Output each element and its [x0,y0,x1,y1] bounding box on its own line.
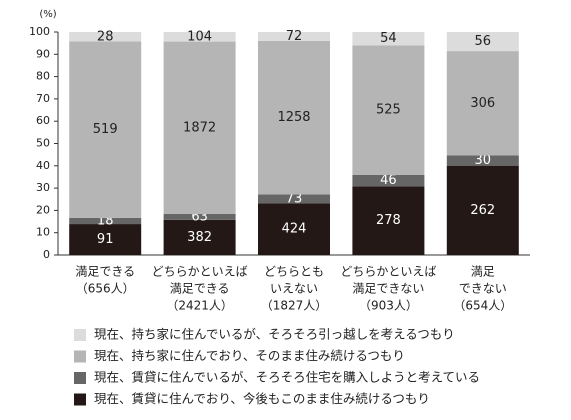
data-label: 1258 [277,110,310,125]
legend-swatch [74,372,86,384]
x-tick-label: （1827人） [261,299,328,313]
data-label: 28 [97,29,114,44]
data-label: 262 [470,203,495,218]
bar-segment [352,45,425,175]
legend-label: 現在、賃貸に住んでいるが、そろそろ住宅を購入しようと考えている [94,370,480,385]
bar-segment [258,40,330,195]
x-tick-label: いえない [270,282,318,296]
x-tick-label: （903人） [359,299,418,313]
x-tick-label: （654人） [453,299,512,313]
y-tick-label: 10 [36,226,50,239]
legend-label: 現在、賃貸に住んでおり、今後もこのまま住み続けるつもり [94,391,430,406]
bar-segment [446,51,519,156]
x-tick-label: どちらとも [264,265,324,279]
x-tick-label: 満足できない [352,282,424,296]
y-tick-label: 90 [36,47,50,60]
bar-segment [163,219,236,255]
data-label: 104 [187,29,212,44]
data-label: 525 [376,103,401,118]
data-label: 306 [470,96,495,111]
y-tick-label: 40 [36,159,50,172]
data-label: 519 [93,122,118,137]
legend-swatch [74,393,86,406]
bar-segment [258,32,330,41]
x-tick-label: 満足できる [170,282,230,296]
data-label: 54 [380,31,397,46]
bar-segment [258,194,330,204]
bar-segment [163,214,236,220]
legend-swatch [74,329,86,341]
data-label: 382 [187,230,212,245]
legend-label: 現在、持ち家に住んでいるが、そろそろ引っ越しを考えるつもり [94,327,455,342]
x-tick-label: どちらかといえば [152,265,248,279]
y-tick-label: 100 [29,25,50,38]
data-label: 424 [282,222,307,237]
x-tick-label: 満足 [471,265,495,279]
data-label: 91 [97,232,114,247]
data-label: 73 [286,191,303,206]
x-tick-label: （656人） [76,282,135,296]
data-label: 1872 [183,120,216,135]
x-tick-label: （2421人） [166,299,233,313]
x-tick-label: どちらかといえば [340,265,436,279]
data-label: 278 [376,213,401,228]
bar-segment [446,32,519,52]
y-tick-label: 70 [36,92,50,105]
data-label: 56 [475,34,492,49]
y-tick-label: 60 [36,114,50,127]
data-label: 30 [475,153,492,168]
bar-segment [446,155,519,166]
legend-swatch [74,350,86,363]
data-label: 46 [380,173,397,188]
x-tick-label: できない [459,282,507,296]
y-tick-label: 20 [36,203,50,216]
y-tick-label: 30 [36,181,50,194]
y-unit-label: (%) [39,9,56,20]
x-tick-label: 満足できる [75,265,135,279]
bar-segment [163,32,236,42]
bar-segment [69,217,142,225]
bar-segment [352,186,425,255]
bar-segment [69,41,142,218]
bar-segment [446,165,519,255]
y-tick-label: 50 [36,137,50,150]
legend-label: 現在、持ち家に住んでおり、そのまま住み続けるつもり [94,348,405,363]
bar-segment [352,174,425,187]
data-label: 72 [286,29,303,44]
bar-segment [352,32,425,46]
bar-segment [163,41,236,215]
bar-segment [69,224,142,255]
bar-segment [258,203,330,255]
y-tick-label: 80 [36,70,50,83]
bar-segment [69,32,142,42]
y-tick-label: 0 [43,248,50,261]
